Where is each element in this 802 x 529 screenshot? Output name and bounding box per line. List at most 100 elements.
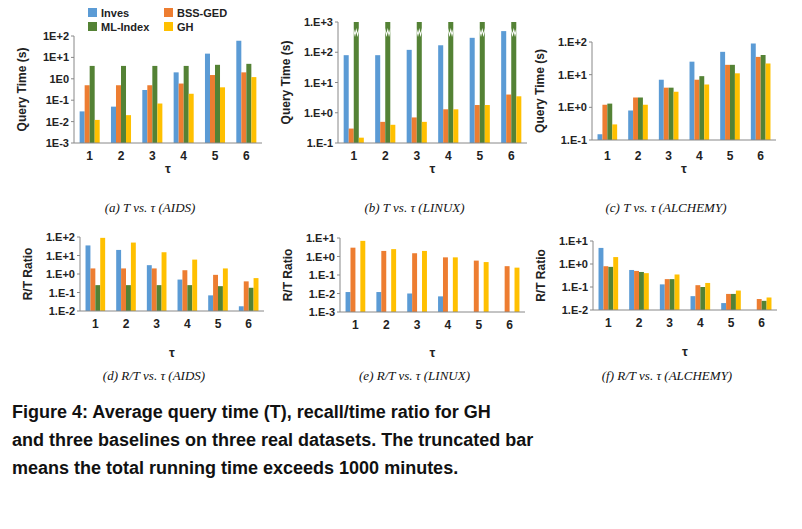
legend-swatch xyxy=(88,22,97,31)
bar xyxy=(220,87,225,143)
x-tick-label: 5 xyxy=(475,318,482,332)
y-tick-label: 1.E+1 xyxy=(558,69,587,81)
y-tick xyxy=(335,143,338,144)
y-tick-label: 1.E-1 xyxy=(561,134,587,146)
y-tick xyxy=(337,293,340,294)
y-tick-label: 1.E+2 xyxy=(558,36,587,48)
chart: 1.E-21.E-11.E+01.E+1123456τR/T Ratio(f) … xyxy=(534,235,777,383)
x-tick-label: 1 xyxy=(605,316,612,330)
bar xyxy=(376,292,381,312)
y-tick-label: 1.E-1 xyxy=(307,137,333,149)
bar xyxy=(443,257,448,312)
x-tick-label: 3 xyxy=(153,317,160,331)
y-axis-title: R/T Ratio xyxy=(21,248,35,301)
x-tick-label: 3 xyxy=(413,149,420,163)
bar xyxy=(346,292,351,312)
x-axis xyxy=(338,143,527,144)
bar xyxy=(215,65,220,143)
x-tick-label: 6 xyxy=(758,316,765,330)
bar xyxy=(391,249,396,312)
bar xyxy=(218,286,223,311)
subtitle: (e) R/T vs. τ (LINUX) xyxy=(359,368,470,383)
bar xyxy=(736,291,741,310)
x-axis-title: τ xyxy=(430,161,436,176)
bar xyxy=(756,57,761,140)
y-tick-label: 1.E-1 xyxy=(309,269,335,281)
legend-label: GH xyxy=(177,21,194,33)
x-axis xyxy=(80,311,264,312)
y-tick xyxy=(337,256,340,257)
x-axis xyxy=(593,310,777,311)
y-tick xyxy=(589,107,592,108)
bar xyxy=(505,266,510,312)
bar xyxy=(761,55,766,140)
bar xyxy=(157,285,162,311)
bar xyxy=(354,22,359,143)
y-tick xyxy=(335,52,338,53)
chart: 1.E-11.E+01.E+11.E+21.E+3123456τQuery Ti… xyxy=(279,16,527,215)
truncation-mark xyxy=(448,28,453,37)
x-tick-label: 6 xyxy=(245,317,252,331)
bar xyxy=(380,122,385,143)
bar xyxy=(407,50,412,143)
bar xyxy=(349,129,354,143)
truncation-mark xyxy=(417,28,422,37)
y-tick-label: 1.E-1 xyxy=(562,281,588,293)
subtitle: (b) T vs. τ (LINUX) xyxy=(364,200,464,215)
bar xyxy=(501,31,506,143)
bar xyxy=(766,63,771,140)
subtitle: (a) T vs. τ (AIDS) xyxy=(105,200,196,215)
bars xyxy=(598,43,771,140)
y-tick xyxy=(71,78,74,79)
x-tick-label: 1 xyxy=(86,149,93,163)
caption-line: and three baselines on three real datase… xyxy=(12,430,533,450)
bar xyxy=(174,72,179,143)
bar xyxy=(474,261,479,312)
x-tick-label: 4 xyxy=(696,149,703,163)
bar xyxy=(660,284,665,310)
bar xyxy=(659,80,664,140)
bar xyxy=(95,285,100,311)
x-tick-label: 2 xyxy=(123,317,130,331)
y-tick-label: 1E-1 xyxy=(46,94,69,106)
bar xyxy=(126,285,131,311)
y-tick xyxy=(337,312,340,313)
bar xyxy=(90,268,95,311)
y-tick-label: 1.E-1 xyxy=(49,287,75,299)
bar xyxy=(511,22,516,143)
bar xyxy=(162,252,167,311)
y-tick xyxy=(589,140,592,141)
x-tick-label: 6 xyxy=(508,149,515,163)
bar xyxy=(85,85,90,143)
x-tick-label: 4 xyxy=(445,318,452,332)
bar xyxy=(152,268,157,311)
x-axis-title: τ xyxy=(430,345,436,360)
x-tick-label: 2 xyxy=(383,318,390,332)
y-tick-label: 1.E-2 xyxy=(562,304,588,316)
y-tick-label: 1.E+0 xyxy=(559,258,588,270)
y-tick xyxy=(77,311,80,312)
bar xyxy=(344,55,349,143)
bar xyxy=(670,279,675,310)
y-tick xyxy=(77,237,80,238)
chart: 1.E-11.E+01.E+11.E+2123456τQuery Time (s… xyxy=(533,36,776,215)
bar xyxy=(147,265,152,311)
y-tick-label: 1.E+1 xyxy=(46,250,75,262)
bar xyxy=(726,294,731,310)
bar xyxy=(607,104,612,140)
x-axis-title: τ xyxy=(165,161,171,176)
y-tick xyxy=(590,310,593,311)
bar xyxy=(643,105,648,140)
bar xyxy=(86,245,91,311)
bar xyxy=(142,90,147,143)
subtitle: (c) T vs. τ (ALCHEMY) xyxy=(605,200,726,215)
bar xyxy=(152,66,157,143)
y-tick-label: 1E+2 xyxy=(43,30,69,42)
bar xyxy=(725,65,730,140)
y-tick-label: 1.E-2 xyxy=(49,305,75,317)
y-tick-label: 1.E+0 xyxy=(306,251,335,263)
bar xyxy=(80,111,85,143)
bar xyxy=(612,124,617,140)
bar xyxy=(239,306,244,311)
bar xyxy=(485,105,490,143)
